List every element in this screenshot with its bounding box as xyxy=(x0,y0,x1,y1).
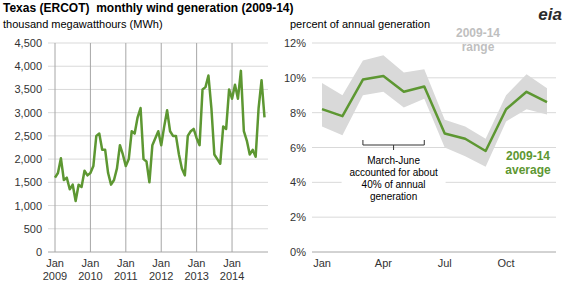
grid-line xyxy=(312,147,556,148)
x-tick-label: Jan2013 xyxy=(184,257,208,282)
grid-line xyxy=(312,217,556,218)
annotation-line: March-June xyxy=(367,155,420,166)
x-tick-label: Jan2014 xyxy=(220,257,244,282)
x-tick-label: Jan2011 xyxy=(114,257,138,282)
grid-line xyxy=(48,228,268,229)
y-tick-label: 0% xyxy=(290,246,306,258)
grid-line xyxy=(48,159,268,160)
y-tick-label: 0 xyxy=(36,246,42,258)
y-tick-label: 3,500 xyxy=(14,83,42,95)
x-tick-label-line: 2010 xyxy=(78,270,102,282)
x-tick-label-line: Oct xyxy=(498,257,515,269)
figure: eia Texas (ERCOT) monthly wind generation… xyxy=(0,0,569,291)
x-tick-label-line: 2014 xyxy=(220,270,244,282)
x-tick-label-line: Jan xyxy=(82,257,100,269)
y-tick-label: 4% xyxy=(290,176,306,188)
y-tick-label: 3,000 xyxy=(14,107,42,119)
y-tick-label: 4,500 xyxy=(14,37,42,49)
x-tick-label: Jul xyxy=(438,257,452,269)
x-tick-label: Jan2009 xyxy=(43,257,67,282)
line xyxy=(55,71,265,201)
y-tick-label: 500 xyxy=(24,223,42,235)
y-tick-label: 12% xyxy=(284,37,306,49)
series-label: 2009-14average xyxy=(505,149,551,177)
annotation-box xyxy=(342,151,446,207)
grid-line xyxy=(48,112,268,113)
data-area xyxy=(55,71,265,201)
y-label: thousand megawatthours (MWh) xyxy=(3,18,163,30)
grid-line-x xyxy=(55,43,56,252)
series-label-line: range xyxy=(462,40,495,54)
x-tick-label: Jan2012 xyxy=(149,257,173,282)
chart-1: percent of annual generation 0% 2% 4% 6% 8% 10… xyxy=(284,18,556,269)
grid-line xyxy=(48,43,268,44)
grid-line-x xyxy=(161,43,162,252)
grid-line xyxy=(312,252,556,253)
annotation-line: generation xyxy=(370,191,417,202)
grid-line xyxy=(48,66,268,67)
x-tick-label: Oct xyxy=(498,257,515,269)
annotation-bracket xyxy=(363,140,424,150)
y-tick-label: 4,000 xyxy=(14,60,42,72)
series-label-line: average xyxy=(505,163,551,177)
annotation-line: accounted for about xyxy=(349,167,438,178)
grid-line xyxy=(312,43,556,44)
grid-line-x xyxy=(196,43,197,252)
x-tick-label-line: 2012 xyxy=(149,270,173,282)
y-label: percent of annual generation xyxy=(290,18,430,30)
x-tick-label-line: Jan xyxy=(117,257,135,269)
series-label-line: 2009-14 xyxy=(456,26,500,40)
x-tick-label-line: Jan xyxy=(313,257,331,269)
x-tick-label: Jan2010 xyxy=(78,257,102,282)
y-tick-label: 10% xyxy=(284,72,306,84)
x-tick-label: Apr xyxy=(375,257,392,269)
grid-line-x xyxy=(232,43,233,252)
line xyxy=(322,76,547,151)
grid xyxy=(48,43,268,252)
series-label: 2009-14range xyxy=(456,26,500,54)
y-tick-label: 2,500 xyxy=(14,130,42,142)
x-tick-label-line: 2013 xyxy=(184,270,208,282)
y-tick-label: 6% xyxy=(290,142,306,154)
annotation-line: 40% of annual xyxy=(362,179,426,190)
x-tick-label-line: Jan xyxy=(188,257,206,269)
x-tick-label-line: Jul xyxy=(438,257,452,269)
grid-line xyxy=(48,252,268,253)
grid-line-x xyxy=(125,43,126,252)
grid xyxy=(312,43,556,252)
grid-line-x xyxy=(90,43,91,252)
y-tick-label: 1,500 xyxy=(14,176,42,188)
series-label-line: 2009-14 xyxy=(506,149,550,163)
x-tick-label-line: Jan xyxy=(46,257,64,269)
x-tick-label: Jan xyxy=(313,257,331,269)
logo: eia xyxy=(538,5,562,24)
title: Texas (ERCOT) monthly wind generation (2… xyxy=(3,1,294,15)
x-tick-label-line: Jan xyxy=(152,257,170,269)
y-tick-label: 8% xyxy=(290,107,306,119)
x-tick-label-line: Jan xyxy=(223,257,241,269)
grid-line xyxy=(312,77,556,78)
grid-line xyxy=(48,205,268,206)
grid-line xyxy=(48,182,268,183)
y-tick-label: 1,000 xyxy=(14,200,42,212)
y-tick-label: 2% xyxy=(290,211,306,223)
x-tick-label-line: 2011 xyxy=(114,270,138,282)
x-tick-label-line: Apr xyxy=(375,257,392,269)
chart-0: Texas (ERCOT) monthly wind generation (2… xyxy=(3,1,294,282)
annotation: March-Juneaccounted for about40% of annu… xyxy=(349,155,438,202)
x-tick-label-line: 2009 xyxy=(43,270,67,282)
y-tick-label: 2,000 xyxy=(14,153,42,165)
